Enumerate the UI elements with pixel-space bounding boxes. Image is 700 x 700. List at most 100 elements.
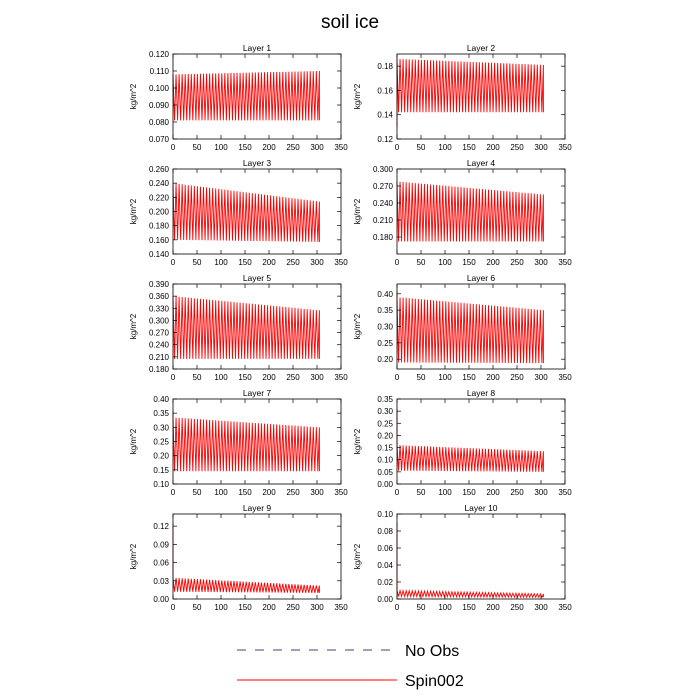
- x-tick-label: 50: [193, 603, 202, 612]
- y-tick-label: 0.30: [153, 423, 169, 432]
- legend-label: Spin002: [405, 673, 464, 690]
- y-tick-label: 0.200: [149, 208, 170, 217]
- y-tick-label: 0.240: [373, 199, 394, 208]
- panel-title: Layer 5: [243, 273, 272, 283]
- panel-title: Layer 3: [243, 158, 272, 168]
- x-tick-label: 250: [286, 373, 300, 382]
- y-tick-label: 0.35: [153, 409, 169, 418]
- series-line-spin002: [396, 290, 544, 364]
- panel-7: Layer 7 kg/m^2 0 50 100 150 200 250 300 350 0.10 0.…: [129, 388, 348, 497]
- x-tick-label: 250: [286, 258, 300, 267]
- plot-frame: [396, 53, 566, 140]
- x-tick-label: 200: [486, 373, 500, 382]
- panel-8: Layer 8 kg/m^2 0 50 100 150 200 250 300 350 0.00 0.…: [353, 388, 572, 497]
- x-tick-label: 0: [171, 258, 176, 267]
- x-tick-label: 50: [417, 488, 426, 497]
- legend-item-no-obs: No Obs: [237, 643, 459, 660]
- x-tick-label: 0: [395, 603, 400, 612]
- y-tick-label: 0.240: [149, 341, 170, 350]
- x-tick-label: 300: [310, 143, 324, 152]
- y-tick-label: 0.210: [373, 216, 394, 225]
- x-tick-label: 250: [286, 488, 300, 497]
- x-tick-label: 200: [486, 603, 500, 612]
- plot-frame: [396, 398, 566, 485]
- x-tick-label: 50: [417, 603, 426, 612]
- series-line-spin002: [396, 181, 544, 242]
- x-tick-label: 200: [262, 488, 276, 497]
- x-tick-label: 150: [238, 488, 252, 497]
- x-tick-label: 300: [310, 373, 324, 382]
- plot-frame: [172, 53, 342, 140]
- x-tick-label: 350: [558, 373, 572, 382]
- x-tick-label: 300: [310, 488, 324, 497]
- x-tick-label: 250: [510, 603, 524, 612]
- panel-2: Layer 2 kg/m^2 0 50 100 150 200 250 300 350 0.12 0.…: [353, 43, 572, 152]
- y-tick-label: 0.120: [149, 50, 170, 59]
- x-tick-label: 100: [438, 373, 452, 382]
- x-tick-label: 300: [534, 488, 548, 497]
- y-tick-label: 0.25: [153, 438, 169, 447]
- x-tick-label: 150: [462, 143, 476, 152]
- x-tick-label: 50: [193, 488, 202, 497]
- x-tick-label: 100: [214, 488, 228, 497]
- x-tick-label: 300: [534, 143, 548, 152]
- x-tick-label: 250: [286, 143, 300, 152]
- y-tick-label: 0.35: [377, 395, 393, 404]
- x-tick-label: 100: [438, 258, 452, 267]
- x-tick-label: 350: [558, 143, 572, 152]
- x-tick-label: 350: [334, 488, 348, 497]
- x-tick-label: 300: [310, 258, 324, 267]
- x-tick-label: 100: [214, 373, 228, 382]
- x-tick-label: 100: [438, 603, 452, 612]
- x-tick-label: 200: [262, 258, 276, 267]
- x-tick-label: 0: [395, 258, 400, 267]
- y-tick-label: 0.04: [377, 561, 393, 570]
- x-tick-label: 0: [171, 143, 176, 152]
- y-axis-label: kg/m^2: [129, 543, 138, 569]
- y-tick-label: 0.08: [377, 527, 393, 536]
- x-tick-label: 350: [334, 373, 348, 382]
- x-tick-label: 150: [238, 373, 252, 382]
- y-tick-label: 0.40: [153, 395, 169, 404]
- y-axis-label: kg/m^2: [353, 313, 362, 339]
- y-tick-label: 0.10: [153, 480, 169, 489]
- y-tick-label: 0.330: [149, 304, 170, 313]
- y-tick-label: 0.25: [377, 339, 393, 348]
- legend-item-spin002: Spin002: [237, 673, 464, 690]
- x-tick-label: 50: [193, 143, 202, 152]
- x-tick-label: 100: [214, 143, 228, 152]
- legend-label: No Obs: [405, 643, 459, 660]
- x-tick-label: 150: [238, 603, 252, 612]
- x-tick-label: 150: [462, 488, 476, 497]
- series-line-spin002: [396, 58, 544, 127]
- x-tick-label: 300: [534, 258, 548, 267]
- panel-3: Layer 3 kg/m^2 0 50 100 150 200 250 300 350 0.140 0…: [129, 158, 348, 267]
- panel-title: Layer 7: [243, 388, 272, 398]
- y-tick-label: 0.00: [377, 480, 393, 489]
- y-tick-label: 0.15: [377, 444, 393, 453]
- y-tick-label: 0.05: [377, 468, 393, 477]
- x-tick-label: 150: [462, 258, 476, 267]
- y-tick-label: 0.160: [149, 236, 170, 245]
- panel-9: Layer 9 kg/m^2 0 50 100 150 200 250 300 350 0.00 0.…: [129, 503, 348, 612]
- y-tick-label: 0.300: [373, 165, 394, 174]
- y-tick-label: 0.20: [153, 452, 169, 461]
- y-tick-label: 0.12: [377, 135, 393, 144]
- x-tick-label: 100: [214, 258, 228, 267]
- panel-grid: Layer 1kg/m^20 50 100 150 200 250 300 3500.0700…: [129, 43, 572, 612]
- y-tick-label: 0.30: [377, 407, 393, 416]
- x-tick-label: 0: [171, 488, 176, 497]
- x-tick-label: 200: [486, 258, 500, 267]
- y-tick-label: 0.03: [153, 577, 169, 586]
- x-tick-label: 50: [417, 373, 426, 382]
- plot-frame: [172, 513, 342, 600]
- y-axis-label: kg/m^2: [353, 198, 362, 224]
- y-tick-label: 0.360: [149, 292, 170, 301]
- x-tick-label: 250: [510, 258, 524, 267]
- x-tick-label: 300: [534, 373, 548, 382]
- y-tick-label: 0.070: [149, 135, 170, 144]
- y-tick-label: 0.100: [149, 84, 170, 93]
- x-tick-label: 300: [310, 603, 324, 612]
- y-tick-label: 0.40: [377, 290, 393, 299]
- y-tick-label: 0.20: [377, 355, 393, 364]
